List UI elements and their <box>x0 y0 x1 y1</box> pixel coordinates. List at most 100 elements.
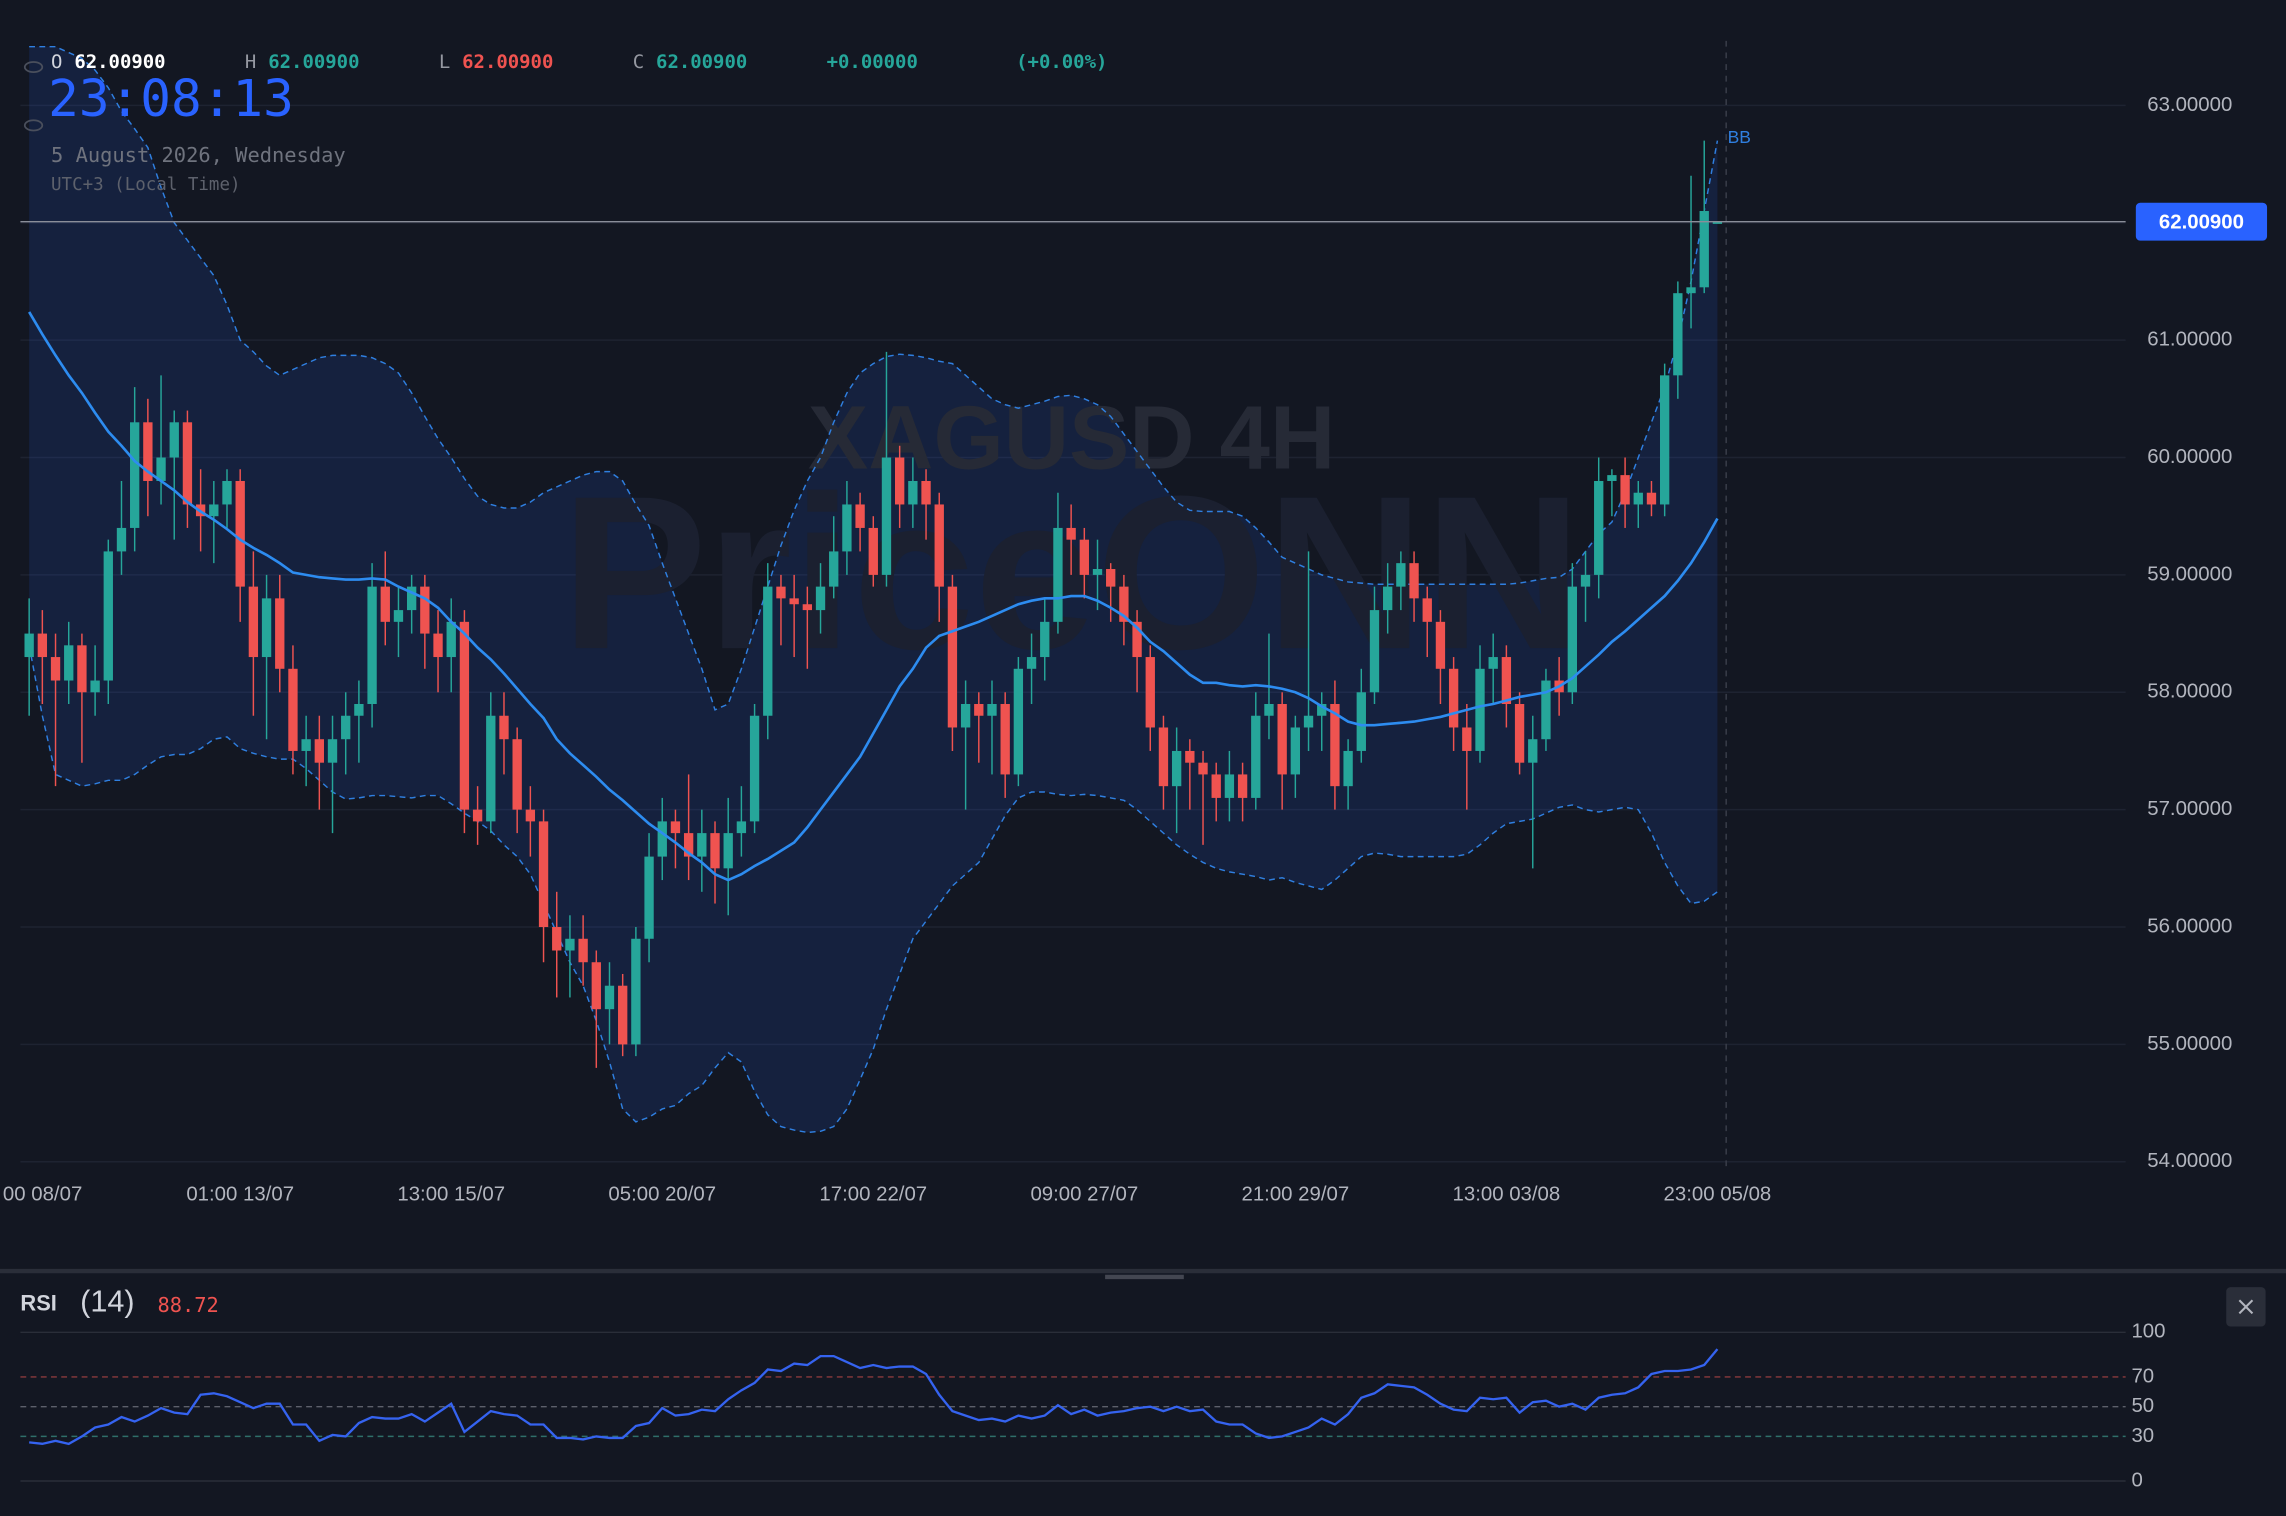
candle-body <box>1396 563 1406 587</box>
eye-icon <box>23 61 44 74</box>
candle-body <box>1580 574 1591 587</box>
close-label: C <box>633 51 644 73</box>
x-tick-label: 00 08/07 <box>3 1184 82 1206</box>
x-tick-label: 09:00 27/07 <box>1030 1184 1138 1206</box>
candle-body <box>1356 692 1366 751</box>
candle-body <box>275 598 285 669</box>
candle-body <box>459 621 470 810</box>
candle-body <box>1369 610 1380 693</box>
candle-body <box>1607 475 1617 481</box>
candle-body <box>1383 586 1393 611</box>
candle-body <box>736 821 747 834</box>
candle-body <box>565 938 575 951</box>
candle-body <box>1712 221 1723 224</box>
rsi-tick-label: 70 <box>2131 1365 2154 1387</box>
candle-body <box>406 586 417 611</box>
candle-body <box>749 715 760 822</box>
candle-body <box>855 504 865 528</box>
candle-body <box>1198 762 1208 775</box>
candle-body <box>1633 492 1643 505</box>
candle-body <box>776 586 786 599</box>
candle-body <box>130 422 140 528</box>
rsi-line <box>29 1348 1719 1446</box>
y-tick-label: 58.00000 <box>2147 681 2232 703</box>
candle-body <box>670 821 681 834</box>
rsi-name: RSI <box>20 1290 56 1315</box>
candle-body <box>1409 563 1419 599</box>
candle-body <box>1514 704 1525 763</box>
candle-body <box>90 680 100 693</box>
clock: 23:08:13 <box>48 70 294 129</box>
candle-body <box>552 927 562 951</box>
candle-body <box>103 551 113 681</box>
candle-body <box>1488 657 1498 669</box>
plot-layer <box>20 46 2126 1482</box>
rsi-tick-label: 0 <box>2131 1469 2142 1491</box>
candle-body <box>420 586 430 634</box>
candle-body <box>1251 715 1261 798</box>
candle-body <box>1686 287 1696 294</box>
y-tick-label: 61.00000 <box>2147 329 2232 351</box>
eye-icon <box>23 119 44 132</box>
ohlc-header: O 62.00900 H 62.00900 L 62.00900 C 62.00… <box>51 51 1107 73</box>
bb-middle <box>28 311 1719 882</box>
x-tick-label: 13:00 15/07 <box>397 1184 505 1206</box>
candle-body <box>1673 293 1683 376</box>
rsi-tick-label: 100 <box>2131 1321 2165 1343</box>
candle-body <box>1224 774 1235 798</box>
candle-body <box>156 457 166 481</box>
candle-body <box>1435 621 1446 669</box>
candle-body <box>1079 539 1089 575</box>
y-tick-label: 55.00000 <box>2147 1033 2232 1055</box>
candle-body <box>235 480 245 587</box>
high-value: 62.00900 <box>268 51 359 73</box>
candle-body <box>842 504 852 552</box>
candle-body <box>1053 527 1063 622</box>
candle-body <box>1462 727 1472 751</box>
candle-body <box>1528 739 1538 763</box>
candle-body <box>499 715 509 740</box>
close-icon[interactable] <box>2238 1299 2254 1315</box>
candle-body <box>960 704 971 728</box>
candle-body <box>802 604 813 611</box>
open-value: 62.00900 <box>74 51 165 73</box>
candle-body <box>512 739 522 810</box>
candle-body <box>1013 668 1024 775</box>
candle-body <box>64 645 74 681</box>
candle-body <box>1594 480 1604 575</box>
candle-body <box>1092 569 1103 575</box>
close-button[interactable] <box>2226 1287 2266 1327</box>
candle-body <box>1119 586 1129 622</box>
candle-body <box>881 457 892 575</box>
candle-body <box>1211 774 1221 798</box>
candle-body <box>143 422 153 481</box>
candle-body <box>1448 668 1459 728</box>
rsi-period: (14) <box>80 1284 134 1318</box>
candle-body <box>697 833 707 857</box>
candle-body <box>1132 621 1142 658</box>
candle-body <box>683 833 694 857</box>
y-tick-label: 56.00000 <box>2147 915 2232 937</box>
candle-body <box>1659 375 1670 505</box>
candle-body <box>248 586 259 658</box>
low-value: 62.00900 <box>462 51 553 73</box>
y-tick-label: 54.00000 <box>2147 1150 2232 1172</box>
candle-body <box>486 715 496 822</box>
candle-body <box>578 938 588 963</box>
y-tick-label: 63.00000 <box>2147 94 2232 116</box>
candle-body <box>433 633 443 658</box>
candle-body <box>1000 704 1010 775</box>
candle-body <box>1290 727 1301 775</box>
change-percent: (+0.00%) <box>1016 51 1107 73</box>
candle-body <box>182 422 193 505</box>
x-tick-label: 05:00 20/07 <box>608 1184 716 1206</box>
change-value: +0.00000 <box>827 51 918 73</box>
candle-body <box>367 586 377 705</box>
candle-body <box>209 504 219 517</box>
candle-body <box>314 739 324 763</box>
candle-body <box>987 704 997 716</box>
x-tick-label: 13:00 03/08 <box>1453 1184 1561 1206</box>
candle-body <box>1066 527 1076 540</box>
